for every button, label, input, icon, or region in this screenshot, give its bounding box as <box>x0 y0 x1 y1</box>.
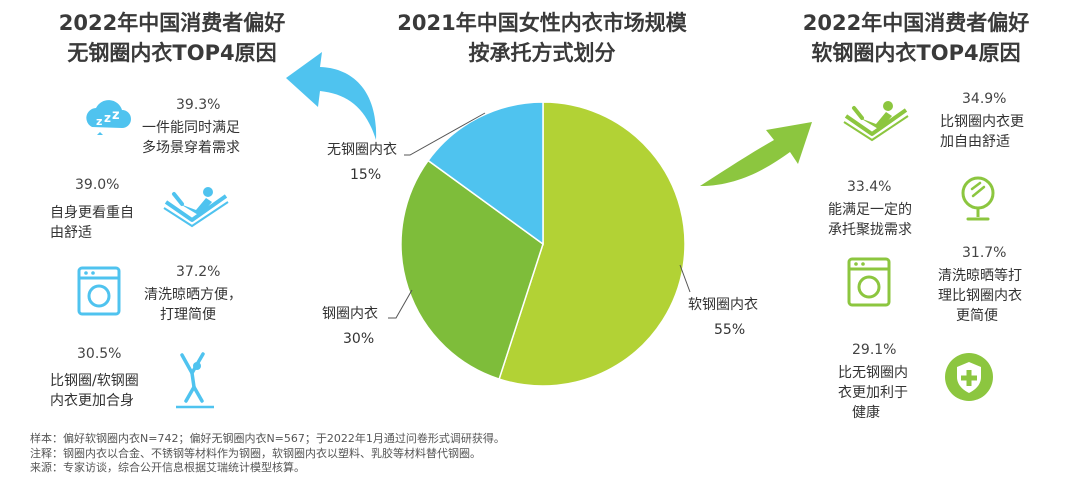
sleep-zzz-icon: z z z <box>80 97 134 143</box>
right-reason-2-line2: 承托聚拢需求 <box>828 222 912 238</box>
pie-slice-wire <box>400 159 544 380</box>
left-reason-2-desc: 自身更看重自 由舒适 <box>50 203 134 243</box>
left-reason-2-line1: 自身更看重自 <box>50 205 134 221</box>
right-panel-title: 2022年中国消费者偏好 软钢圈内衣TOP4原因 <box>766 8 1066 68</box>
washing-machine-icon <box>846 256 892 308</box>
left-reason-2-line2: 由舒适 <box>50 225 92 241</box>
left-reason-3-desc: 清洗晾晒方便， 打理简便 <box>144 285 242 325</box>
right-reason-3-line1: 清洗晾晒等打 <box>938 268 1022 284</box>
footer-note: 注释：钢圈内衣以合金、不锈钢等材料作为钢圈，软钢圈内衣以塑料、乳胶等材料替代钢圈… <box>30 446 481 460</box>
footer-sample: 样本：偏好软钢圈内衣N=742；偏好无钢圈内衣N=567；于2022年1月通过问… <box>30 432 505 445</box>
svg-text:z: z <box>112 108 120 123</box>
leader-line-wire <box>388 289 413 319</box>
right-title-line2: 软钢圈内衣TOP4原因 <box>811 41 1021 65</box>
left-reason-4-desc: 比钢圈/软钢圈 内衣更加合身 <box>50 371 139 411</box>
mirror-icon <box>956 175 1000 223</box>
pie-slice-wireless <box>427 101 544 246</box>
stretching-person-icon <box>172 351 218 411</box>
right-reason-2-pct: 33.4% <box>847 179 892 195</box>
reclining-person-icon <box>162 184 230 228</box>
right-reason-4-line3: 健康 <box>852 405 880 421</box>
chart-title-line1: 2021年中国女性内衣市场规模 <box>397 11 687 35</box>
chart-title-line2: 按承托方式划分 <box>468 41 616 65</box>
left-reason-3-line2: 打理简便 <box>160 307 216 323</box>
pie-value-wire: 30% <box>343 331 375 347</box>
leader-line-soft-wire <box>679 264 691 293</box>
svg-text:z: z <box>104 111 111 125</box>
right-reason-4-line2: 衣更加利于 <box>838 385 908 401</box>
left-reason-4-pct: 30.5% <box>77 346 122 362</box>
pie-slice-soft-wire <box>498 101 686 387</box>
left-reason-2-pct: 39.0% <box>75 177 120 193</box>
right-reason-1-line2: 加自由舒适 <box>940 134 1010 150</box>
right-title-line1: 2022年中国消费者偏好 <box>802 11 1030 35</box>
right-reason-3-line2: 理比钢圈内衣 <box>938 288 1022 304</box>
leader-line-wireless <box>404 112 486 156</box>
svg-text:z: z <box>96 115 102 128</box>
pie-label-wireless: 无钢圈内衣 <box>327 142 397 158</box>
right-reason-1-line1: 比钢圈内衣更 <box>940 114 1024 130</box>
pie-label-soft-wire: 软钢圈内衣 <box>688 297 758 313</box>
left-title-line1: 2022年中国消费者偏好 <box>58 11 286 35</box>
right-reason-1-pct: 34.9% <box>962 91 1007 107</box>
left-reason-1-pct: 39.3% <box>176 97 221 113</box>
left-panel-title: 2022年中国消费者偏好 无钢圈内衣TOP4原因 <box>22 8 322 68</box>
right-reason-4-pct: 29.1% <box>852 342 897 358</box>
pie-label-wire: 钢圈内衣 <box>322 306 378 322</box>
right-reason-4-desc: 比无钢圈内 衣更加利于 健康 <box>838 363 908 423</box>
pie-value-soft-wire: 55% <box>714 322 746 338</box>
right-reason-3-desc: 清洗晾晒等打 理比钢圈内衣 更简便 <box>938 266 1022 326</box>
left-title-line2: 无钢圈内衣TOP4原因 <box>67 41 277 65</box>
reclining-person-icon <box>842 98 910 142</box>
left-reason-4-line1: 比钢圈/软钢圈 <box>50 373 139 389</box>
left-reason-1-desc: 一件能同时满足 多场景穿着需求 <box>142 118 240 158</box>
left-reason-3-line1: 清洗晾晒方便， <box>144 287 242 303</box>
left-reason-3-pct: 37.2% <box>176 264 221 280</box>
footer-source: 来源：专家访谈，综合公开信息根据艾瑞统计模型核算。 <box>30 461 305 474</box>
pie-value-wireless: 15% <box>350 167 382 183</box>
left-reason-4-line2: 内衣更加合身 <box>50 393 134 409</box>
right-reason-1-desc: 比钢圈内衣更 加自由舒适 <box>940 112 1024 152</box>
right-reason-3-pct: 31.7% <box>962 245 1007 261</box>
left-curved-arrow-icon <box>282 50 386 150</box>
right-reason-2-line1: 能满足一定的 <box>828 202 912 218</box>
left-reason-1-line1: 一件能同时满足 <box>142 120 240 136</box>
health-shield-icon <box>944 352 994 402</box>
left-reason-1-line2: 多场景穿着需求 <box>142 140 240 156</box>
washing-machine-icon <box>76 265 122 317</box>
footer-notes: 样本：偏好软钢圈内衣N=742；偏好无钢圈内衣N=567；于2022年1月通过问… <box>30 432 1070 476</box>
right-reason-3-line3: 更简便 <box>956 308 998 324</box>
right-curved-arrow-icon <box>698 110 816 198</box>
right-reason-2-desc: 能满足一定的 承托聚拢需求 <box>828 200 912 240</box>
right-reason-4-line1: 比无钢圈内 <box>838 365 908 381</box>
chart-title: 2021年中国女性内衣市场规模 按承托方式划分 <box>382 8 702 68</box>
